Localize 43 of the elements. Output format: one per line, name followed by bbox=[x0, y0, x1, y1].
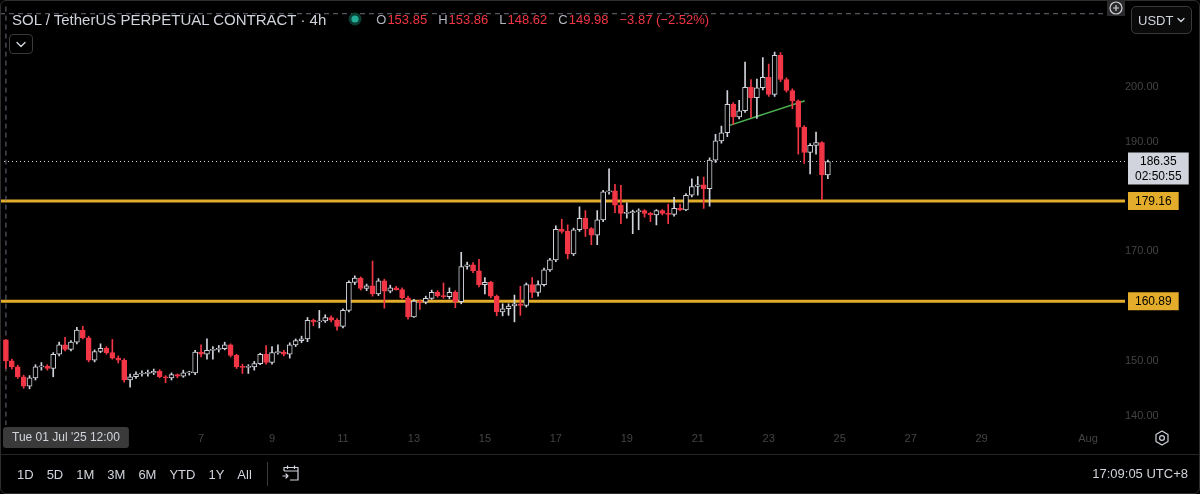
annotation: O153.85 bbox=[376, 11, 428, 27]
candlestick bbox=[606, 168, 612, 195]
x-tick-label: 17 bbox=[549, 431, 562, 444]
annotation: H153.86 bbox=[438, 11, 489, 27]
candlestick bbox=[700, 176, 707, 209]
ref-line-label: 160.89 bbox=[1135, 293, 1173, 308]
y-tick-label: 150.00 bbox=[1124, 353, 1159, 366]
x-tick-label: 29 bbox=[975, 431, 988, 444]
annotation: −3.87 (−2.52%) bbox=[619, 11, 710, 27]
x-tick-label: 25 bbox=[833, 431, 846, 444]
x-tick-label: 19 bbox=[620, 431, 633, 444]
x-tick-label: 7 bbox=[197, 431, 205, 444]
x-tick-label: Aug bbox=[1078, 431, 1098, 444]
x-tick-label: 11 bbox=[337, 431, 349, 444]
candlestick bbox=[482, 277, 488, 295]
toolbar: 1D 5D 1M 3M 6M YTD 1Y All 17:09:05 UTC+8 bbox=[0, 454, 1200, 494]
y-tick-label: 190.00 bbox=[1124, 134, 1159, 147]
annotation: C149.98 bbox=[558, 11, 609, 27]
y-tick-label: 200.00 bbox=[1124, 79, 1159, 92]
ref-line-label: 179.16 bbox=[1135, 193, 1173, 208]
candlestick bbox=[316, 310, 323, 329]
candlestick bbox=[204, 338, 210, 360]
x-tick-label: 21 bbox=[691, 431, 704, 444]
y-tick-label: 170.00 bbox=[1124, 244, 1159, 257]
x-tick-label: 13 bbox=[407, 431, 421, 444]
x-tick-label: 9 bbox=[268, 431, 276, 444]
candlestick bbox=[694, 176, 701, 196]
y-tick-label: 140.00 bbox=[1124, 408, 1159, 421]
x-tick-label: 15 bbox=[478, 431, 492, 444]
candlestick bbox=[813, 131, 819, 155]
annotation: L148.62 bbox=[499, 11, 548, 27]
ref-line-label: 186.35 bbox=[1140, 154, 1178, 169]
candlestick bbox=[417, 299, 423, 310]
text: 02:50:55 bbox=[1135, 169, 1183, 184]
x-tick-label: 23 bbox=[762, 431, 775, 444]
candlestick bbox=[558, 219, 565, 234]
dropdown: USDT bbox=[1131, 6, 1192, 34]
candlestick bbox=[464, 261, 470, 270]
x-tick-label: 27 bbox=[904, 431, 917, 444]
candlestick bbox=[139, 370, 145, 377]
candlestick bbox=[618, 185, 624, 225]
chart-title: SOL / TetherUS PERPETUAL CONTRACT · 4h bbox=[12, 10, 327, 28]
ref-line-label: Tue 01 Jul '25 12:00 bbox=[11, 430, 121, 445]
